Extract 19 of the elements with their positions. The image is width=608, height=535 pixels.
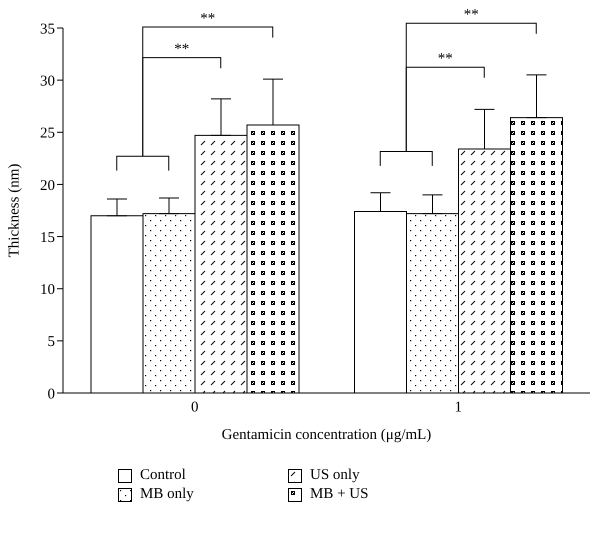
legend-label: Control xyxy=(140,467,186,484)
legend-label: US only xyxy=(310,467,360,484)
annotation: ** xyxy=(438,51,453,68)
y-tick-label: 0 xyxy=(48,386,55,402)
y-tick-label: 10 xyxy=(40,282,55,298)
y-tick-label: 5 xyxy=(48,334,55,350)
annotation: ** xyxy=(174,42,190,58)
legend-label: MB + US xyxy=(310,486,368,503)
y-tick-label: 35 xyxy=(40,21,55,38)
y-tick-label: 15 xyxy=(40,230,55,246)
legend-label: MB only xyxy=(140,486,194,503)
y-axis-title: Thickness (nm) xyxy=(6,164,22,258)
x-axis-title: Gentamicin concentration (μg/mL) xyxy=(222,427,432,443)
y-tick-label: 30 xyxy=(40,73,55,90)
text: ** xyxy=(200,11,216,28)
text: ** xyxy=(464,7,479,24)
y-tick-label: 25 xyxy=(40,126,55,142)
y-tick-label: 20 xyxy=(40,178,55,194)
x-tick-label: 1 xyxy=(454,400,462,416)
